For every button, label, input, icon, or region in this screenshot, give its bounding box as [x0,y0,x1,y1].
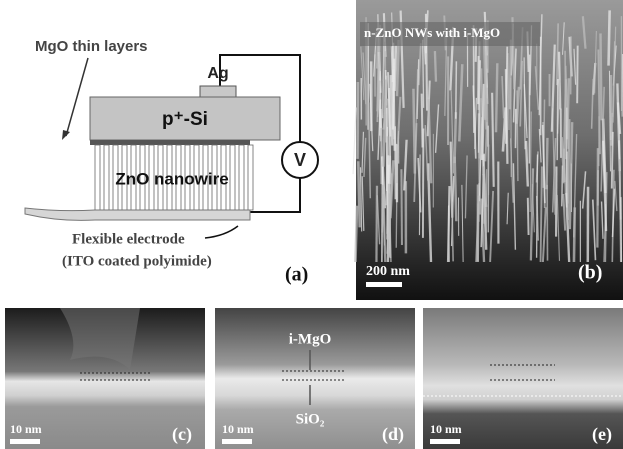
scale-bar [430,439,460,444]
electrode-arrow [205,226,238,238]
nanowire [230,145,235,210]
scale-bar [10,439,40,444]
sem-wire [510,40,511,110]
ag-label: Ag [207,65,228,82]
sem-wire [456,61,457,118]
mgo-layer [90,140,250,145]
ag-contact [200,86,236,97]
nanowire [104,145,109,210]
nanowire [95,145,100,210]
sem-wire [422,94,423,148]
voltmeter-label: V [294,150,306,170]
panel-a: V Ag p⁺-Si ZnO nanowire MgO thin layers … [25,38,318,286]
mgo-arrowhead [62,130,70,140]
sem-wire [562,165,563,206]
sem-wire [484,166,485,224]
panel-d: i-MgO SiO₂ 10 nm (d) [215,308,415,449]
sem-wire [448,186,449,262]
mgo-label: i-MgO [289,331,332,347]
scale-bar-label: 10 nm [430,422,462,436]
nanowire [248,145,253,210]
scale-bar [222,439,252,444]
caption: n-ZnO NWs with i-MgO [364,25,500,40]
sem-wire [600,33,601,120]
page: V Ag p⁺-Si ZnO nanowire MgO thin layers … [0,0,623,449]
mgo-arrow [66,58,88,136]
sem-wire [537,154,538,257]
sem-wire [355,206,357,262]
sem-wire [528,198,529,235]
panel-label: (b) [578,262,602,284]
panel-b: n-ZnO NWs with i-MgO 200 nm (b) [353,0,623,300]
scale-bar [366,282,402,287]
sem-wire [557,79,558,160]
sem-wire [496,63,497,132]
sem-wire [419,154,420,235]
sem-wire [621,197,622,262]
sem-wire [395,46,396,91]
sem-wire [609,10,610,65]
sem-wire [455,157,457,222]
panel-label: (c) [172,424,192,445]
scale-bar-label: 200 nm [366,264,410,279]
sem-wire [455,112,456,163]
sem-wire [358,161,359,227]
sem-wire [612,132,613,189]
sem-wire [397,40,399,96]
figure: V Ag p⁺-Si ZnO nanowire MgO thin layers … [0,0,623,449]
panel-label: (a) [285,264,308,286]
sio2-label: SiO₂ [296,411,325,427]
panel-label: (d) [382,424,404,445]
zno-label: ZnO nanowire [115,169,228,188]
panel-c: 10 nm (c) [5,308,205,449]
sem-wire [401,169,402,245]
nanowire [239,145,244,210]
flexible-electrode [25,208,250,220]
panel-e: 10 nm (e) [423,308,623,449]
scale-bar-label: 10 nm [10,422,42,436]
electrode-label: (ITO coated polyimide) [62,253,212,269]
electrode-label: Flexible electrode [72,231,185,247]
scale-bar-label: 10 nm [222,422,254,436]
sem-wire [547,138,548,189]
sem-wire [435,51,436,82]
panel-label: (e) [592,424,612,445]
mgo-label: MgO thin layers [35,38,148,55]
si-label: p⁺-Si [162,109,208,130]
sem-wire [506,47,507,144]
sem-wire [353,107,356,174]
